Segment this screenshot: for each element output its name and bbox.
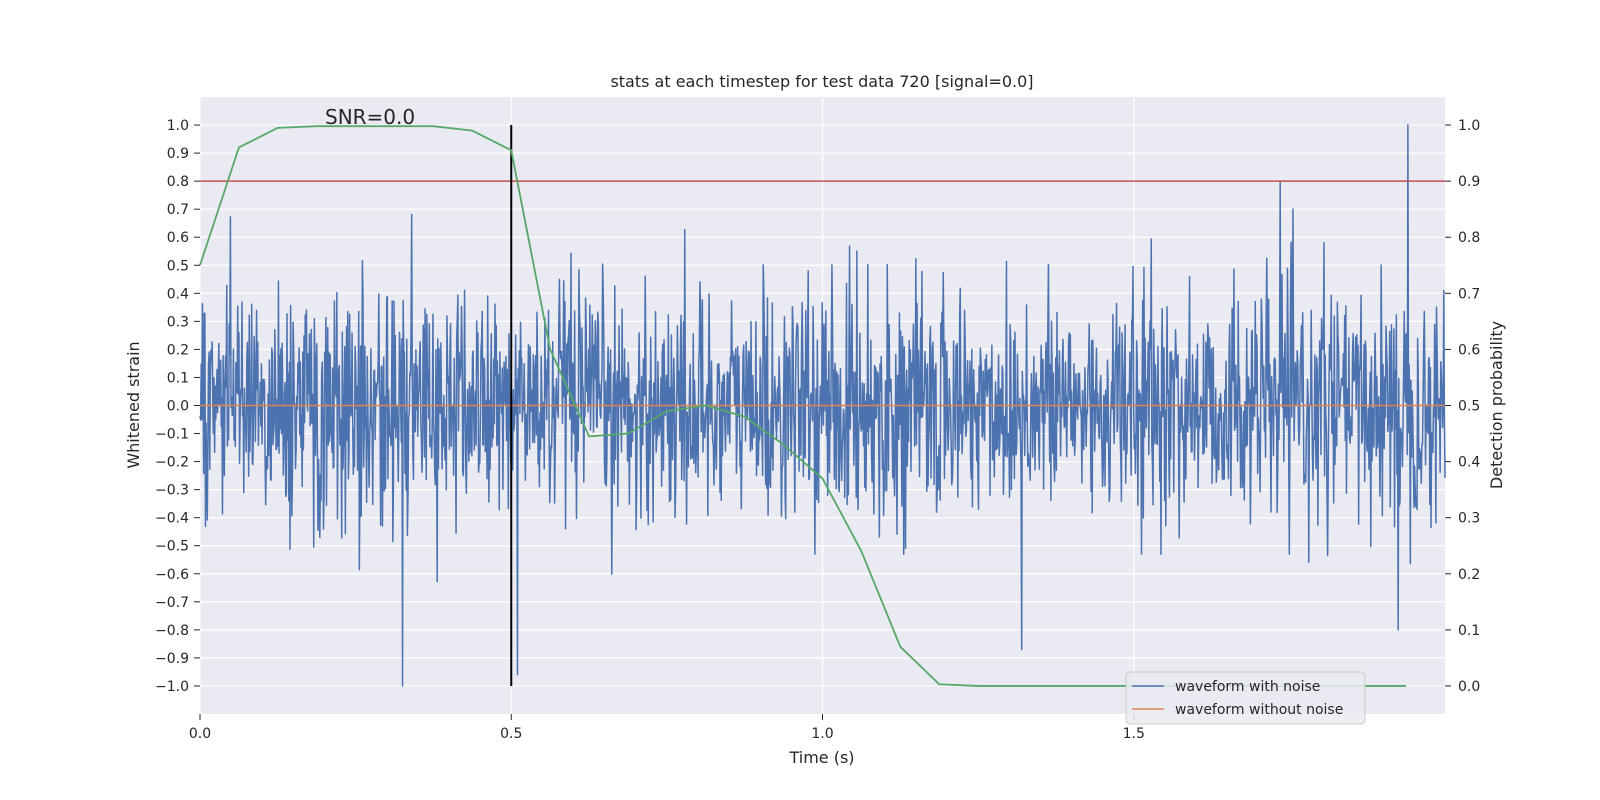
x-axis-label: Time (s) — [788, 748, 854, 767]
x-tick-label: 0.5 — [500, 726, 522, 742]
y-left-tick-label: −0.8 — [155, 623, 189, 639]
y-left-tick-label: 0.6 — [167, 230, 189, 246]
legend: waveform with noise waveform without noi… — [1125, 671, 1366, 725]
snr-annotation: SNR=0.0 — [325, 105, 415, 129]
y-left-tick-label: 0.5 — [167, 258, 189, 274]
y-right-tick-label: 0.4 — [1458, 455, 1480, 471]
y-left-tick-label: 1.0 — [167, 118, 189, 134]
ticks-layer: 1.0 0.9 0.8 0.7 0.6 0.5 0.4 0.3 0.2 0.1 0.0 −0.1 −0.… — [155, 118, 1480, 742]
y-right-tick-label: 0.1 — [1458, 623, 1480, 639]
y-right-tick-label: 0.7 — [1458, 286, 1480, 302]
y-left-tick-label: −0.4 — [155, 511, 189, 527]
x-tick-label: 0.0 — [189, 726, 211, 742]
y-left-tick-label: −0.9 — [155, 651, 189, 667]
y-left-tick-label: 0.2 — [167, 342, 189, 358]
y-left-tick-label: 0.1 — [167, 370, 189, 386]
chart-title: stats at each timestep for test data 720… — [610, 72, 1033, 91]
x-tick-label: 1.5 — [1123, 726, 1145, 742]
y-left-tick-label: 0.4 — [167, 286, 189, 302]
x-tick-label: 1.0 — [811, 726, 833, 742]
y-right-tick-label: 0.9 — [1458, 174, 1480, 190]
y-right-tick-label: 0.2 — [1458, 567, 1480, 583]
legend-box — [1125, 671, 1366, 725]
y-right-tick-label: 0.5 — [1458, 399, 1480, 415]
y-axis-right-label: Detection probability — [1487, 321, 1506, 489]
y-right-tick-label: 0.6 — [1458, 342, 1480, 358]
y-left-tick-label: −0.7 — [155, 595, 189, 611]
y-right-tick-label: 0.0 — [1458, 679, 1480, 695]
y-left-tick-label: −0.3 — [155, 483, 189, 499]
series-waveform-with-noise — [199, 124, 1446, 687]
y-left-tick-label: 0.9 — [167, 146, 189, 162]
noise-layer — [199, 124, 1446, 687]
y-right-tick-label: 1.0 — [1458, 118, 1480, 134]
y-left-tick-label: 0.8 — [167, 174, 189, 190]
y-right-tick-label: 0.8 — [1458, 230, 1480, 246]
y-right-tick-label: 0.3 — [1458, 511, 1480, 527]
y-axis-left-label: Whitened strain — [124, 341, 143, 468]
y-left-tick-label: 0.0 — [167, 399, 189, 415]
y-left-tick-label: −1.0 — [155, 679, 189, 695]
y-left-tick-label: −0.1 — [155, 427, 189, 443]
y-left-tick-label: 0.3 — [167, 314, 189, 330]
y-left-tick-label: 0.7 — [167, 202, 189, 218]
y-left-tick-label: −0.2 — [155, 455, 189, 471]
y-left-tick-label: −0.5 — [155, 539, 189, 555]
legend-label-clean: waveform without noise — [1175, 702, 1343, 718]
legend-label-noise: waveform with noise — [1175, 679, 1320, 695]
y-left-tick-label: −0.6 — [155, 567, 189, 583]
